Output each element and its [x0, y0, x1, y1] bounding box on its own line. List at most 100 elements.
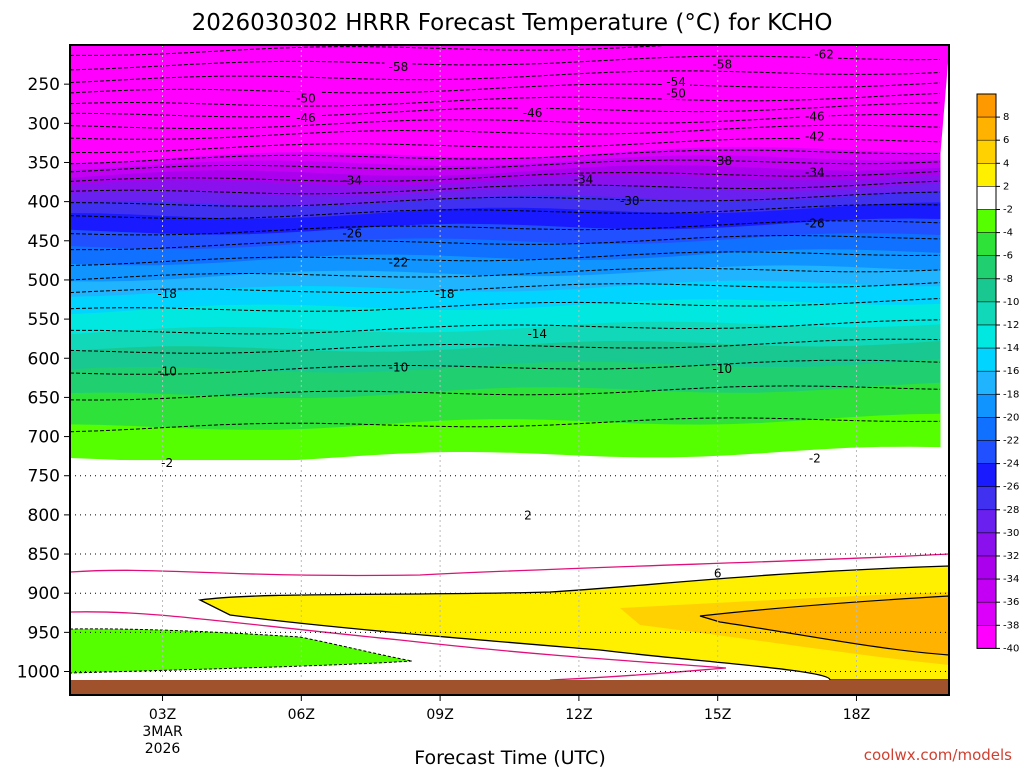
contour-label-bg — [291, 110, 320, 124]
isotherm-dashed — [70, 319, 941, 335]
colorbar-label: -40 — [1003, 643, 1019, 654]
contour-label-bg — [291, 91, 320, 105]
contour-label: -10 — [157, 365, 177, 379]
isotherm-dashed — [70, 55, 941, 71]
grid-lines — [70, 45, 949, 695]
colorbar-label: -6 — [1003, 251, 1013, 262]
contour-label: -62 — [814, 47, 834, 61]
colorbar-swatch — [976, 370, 997, 395]
credit-text: coolwx.com/models — [864, 746, 1012, 764]
contour-label: -10 — [713, 362, 733, 376]
colorbar-label: -26 — [1003, 482, 1019, 493]
pressure-tick-label: 250 — [28, 75, 60, 95]
contour-label-bg — [662, 86, 691, 100]
contour-label: -18 — [435, 287, 455, 301]
colorbar-label: -36 — [1003, 597, 1019, 608]
colorbar-label: 4 — [1003, 158, 1009, 169]
colorbar-swatch — [976, 347, 997, 372]
isotherm-dashed — [70, 282, 941, 294]
isotherm-dashed — [70, 251, 941, 267]
isotherm-dashed — [70, 234, 941, 251]
pressure-tick-label: 750 — [28, 467, 60, 487]
colorbar-swatch — [976, 116, 997, 141]
fill-band — [70, 413, 941, 463]
isotherm-dashed — [70, 298, 941, 312]
colorbar-label: -38 — [1003, 620, 1019, 631]
contour-label-bg — [518, 106, 547, 120]
isotherm-dashed — [70, 338, 941, 354]
colorbar-label: -24 — [1003, 459, 1019, 470]
contour-label: -2 — [809, 451, 821, 465]
isotherm-dashed — [70, 203, 941, 220]
colorbar-swatch — [976, 186, 997, 210]
chart-title: 2026030302 HRRR Forecast Temperature (°C… — [192, 10, 833, 36]
ground-surface — [70, 680, 949, 695]
contour-label: -34 — [574, 173, 594, 187]
pressure-tick-label: 850 — [28, 545, 60, 565]
colorbar-swatch — [976, 232, 997, 256]
time-tick-label: 12Z — [565, 707, 592, 723]
isotherm-dashed — [70, 124, 941, 140]
colorbar-swatch — [976, 301, 997, 326]
colorbar-label: -22 — [1003, 436, 1019, 447]
isotherm-dashed — [70, 113, 941, 130]
pressure-axis: 250 300 350 400 450 500 550 600 650 700 750 800 850 9… — [17, 75, 70, 683]
contour-label: -54 — [666, 75, 686, 89]
pressure-tick-label: 650 — [28, 388, 60, 408]
colorbar-label: -28 — [1003, 505, 1019, 516]
colorbar-swatch — [976, 578, 997, 603]
colorbar-swatch — [976, 625, 997, 649]
colorbar-swatch — [976, 324, 997, 349]
contour-label: -58 — [713, 58, 733, 72]
isotherm-dashed — [70, 82, 941, 94]
isotherm-dashed — [70, 385, 941, 401]
colorbar-swatch — [976, 209, 997, 233]
pressure-tick-label: 350 — [28, 153, 60, 173]
colorbar-swatch — [976, 163, 997, 187]
colorbar: 8 6 4 2 -2 -4 -6 -8 -10 -12 -14 -16 -18 -20 -22 -24 -26 -… — [976, 93, 1019, 654]
contour-label: -34 — [805, 166, 825, 180]
pressure-tick-label: 300 — [28, 114, 60, 134]
pressure-tick-label: 1000 — [17, 663, 60, 683]
colorbar-label: -30 — [1003, 528, 1019, 539]
contour-label: -18 — [157, 287, 177, 301]
fill-band — [70, 45, 949, 164]
colorbar-swatch — [976, 417, 997, 441]
pressure-tick-label: 700 — [28, 428, 60, 448]
colorbar-label: -34 — [1003, 574, 1019, 585]
colorbar-label: -4 — [1003, 228, 1013, 239]
time-tick-label: 18Z — [843, 707, 870, 723]
isotherm-dashed — [70, 137, 941, 154]
contour-label: -58 — [389, 60, 409, 74]
pressure-tick-label: 600 — [28, 349, 60, 369]
colorbar-label: -8 — [1003, 274, 1013, 285]
colorbar-label: -2 — [1003, 205, 1013, 216]
plot-border — [69, 44, 950, 696]
contour-label: -50 — [296, 91, 316, 105]
contour-label: -46 — [805, 109, 825, 123]
colorbar-swatch — [976, 532, 997, 557]
isotherm-dashed — [70, 92, 941, 107]
colorbar-swatch — [976, 555, 997, 580]
contour-label: -38 — [713, 154, 733, 168]
freezing-line — [70, 611, 727, 681]
date-label: 2026 — [145, 741, 181, 757]
colorbar-label: -20 — [1003, 412, 1019, 423]
colorbar-swatch — [976, 255, 997, 280]
contour-label-bg — [800, 129, 829, 143]
contour-label: 2 — [524, 509, 532, 523]
colorbar-swatch — [976, 509, 997, 534]
contour-label: -34 — [342, 173, 362, 187]
contour-label-bg — [708, 57, 737, 71]
colorbar-swatch — [976, 93, 997, 118]
isotherm-dashed — [70, 70, 941, 84]
colorbar-label: -12 — [1003, 320, 1019, 331]
pressure-tick-label: 800 — [28, 506, 60, 526]
colorbar-label: -14 — [1003, 343, 1019, 354]
x-axis-label: Forecast Time (UTC) — [414, 747, 605, 768]
contour-label: -26 — [342, 227, 362, 241]
isotherm-dashed — [70, 191, 941, 207]
pressure-tick-label: 550 — [28, 310, 60, 330]
colorbar-label: 6 — [1003, 135, 1009, 146]
contour-label: -14 — [527, 327, 547, 341]
